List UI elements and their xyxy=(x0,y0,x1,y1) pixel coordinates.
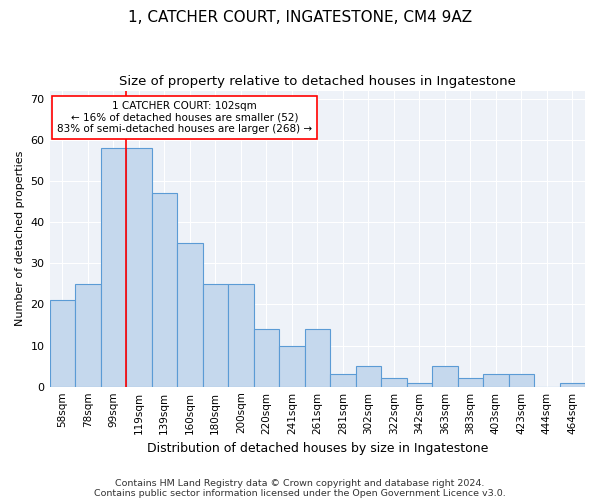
Bar xyxy=(432,366,458,386)
X-axis label: Distribution of detached houses by size in Ingatestone: Distribution of detached houses by size … xyxy=(146,442,488,455)
Text: 1, CATCHER COURT, INGATESTONE, CM4 9AZ: 1, CATCHER COURT, INGATESTONE, CM4 9AZ xyxy=(128,10,472,25)
Bar xyxy=(177,242,203,386)
Bar xyxy=(203,284,228,386)
Bar xyxy=(305,329,330,386)
Bar xyxy=(152,194,177,386)
Bar xyxy=(458,378,483,386)
Bar xyxy=(101,148,126,386)
Title: Size of property relative to detached houses in Ingatestone: Size of property relative to detached ho… xyxy=(119,75,516,88)
Text: Contains public sector information licensed under the Open Government Licence v3: Contains public sector information licen… xyxy=(94,488,506,498)
Bar xyxy=(330,374,356,386)
Bar xyxy=(560,382,585,386)
Bar xyxy=(228,284,254,386)
Y-axis label: Number of detached properties: Number of detached properties xyxy=(15,151,25,326)
Bar xyxy=(126,148,152,386)
Bar xyxy=(279,346,305,387)
Text: 1 CATCHER COURT: 102sqm
← 16% of detached houses are smaller (52)
83% of semi-de: 1 CATCHER COURT: 102sqm ← 16% of detache… xyxy=(57,101,312,134)
Bar xyxy=(356,366,381,386)
Bar xyxy=(381,378,407,386)
Bar xyxy=(407,382,432,386)
Bar xyxy=(254,329,279,386)
Bar xyxy=(483,374,509,386)
Bar xyxy=(509,374,534,386)
Bar xyxy=(75,284,101,386)
Text: Contains HM Land Registry data © Crown copyright and database right 2024.: Contains HM Land Registry data © Crown c… xyxy=(115,478,485,488)
Bar xyxy=(50,300,75,386)
